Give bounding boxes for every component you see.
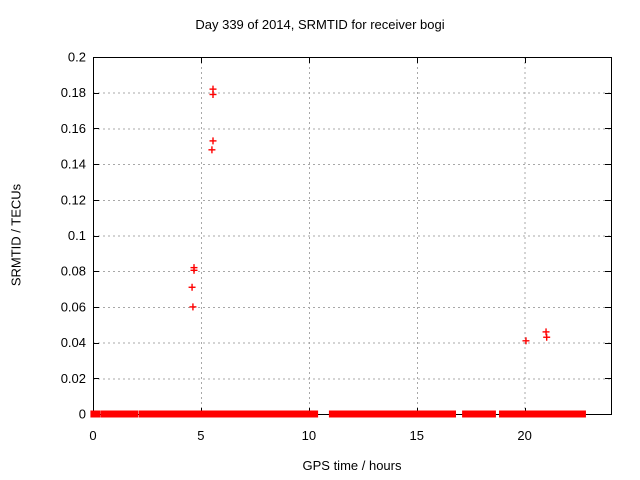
baseline-data-band [301,410,311,418]
x-tick-label: 5 [197,428,204,443]
y-tick-label: 0 [79,407,86,422]
baseline-data-band [115,410,128,418]
x-tick-label: 15 [410,428,424,443]
y-tick-label: 0.06 [61,299,86,314]
baseline-data-band [182,410,235,418]
baseline-data-band [356,410,376,418]
baseline-data-band [410,410,446,418]
y-tick-label: 0.08 [61,264,86,279]
chart-title: Day 339 of 2014, SRMTID for receiver bog… [195,17,445,32]
baseline-data-band [546,410,586,418]
baseline-data-band [163,410,180,418]
baseline-data-band [379,410,406,418]
baseline-data-band [101,410,109,418]
baseline-data-band [292,410,303,418]
y-tick-label: 0.1 [68,228,86,243]
x-tick-label: 10 [302,428,316,443]
baseline-data-band [532,410,551,418]
baseline-data-band [352,410,362,418]
y-tick-label: 0.02 [61,371,86,386]
baseline-data-band [174,410,187,418]
x-tick-label: 0 [89,428,96,443]
baseline-data-band [328,410,346,418]
baseline-data-band [124,410,139,418]
baseline-data-band [156,410,166,418]
baseline-data-band [440,410,457,418]
baseline-data-band [230,410,273,418]
baseline-data-band [510,410,534,418]
baseline-data-band [399,410,416,418]
y-tick-label: 0.18 [61,85,86,100]
baseline-data-band [309,410,319,418]
baseline-data-band [285,410,297,418]
x-axis-label: GPS time / hours [302,458,402,473]
baseline-data-band [499,410,515,418]
baseline-data-band [484,410,496,418]
baseline-data-band [372,410,381,418]
baseline-data-band [90,410,101,418]
baseline-data-band [138,410,148,418]
y-tick-label: 0.14 [61,157,86,172]
x-tick-label: 20 [517,428,531,443]
baseline-data-band [145,410,157,418]
baseline-data-band [270,410,289,418]
baseline-data-band [470,410,488,418]
y-tick-label: 0.12 [61,192,86,207]
y-tick-label: 0.2 [68,50,86,65]
y-tick-label: 0.16 [61,121,86,136]
baseline-data-band [339,410,355,418]
baseline-data-band [462,410,476,418]
y-tick-label: 0.04 [61,335,86,350]
